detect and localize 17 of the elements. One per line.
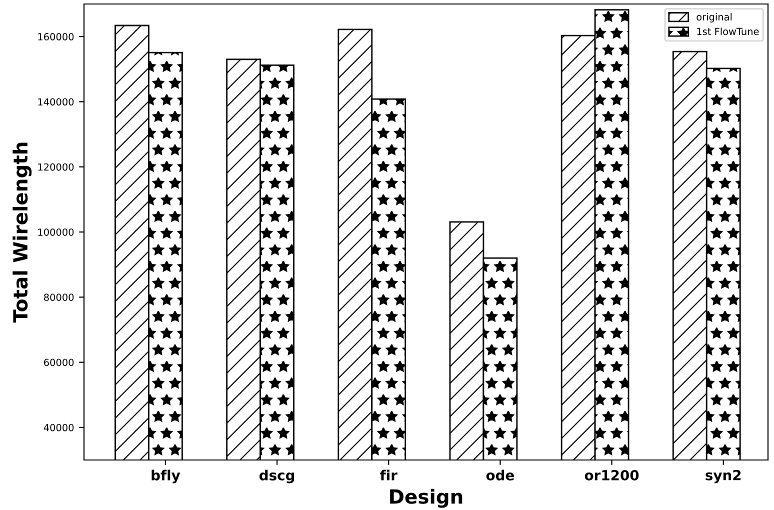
x-tick-label: ode [486,470,514,480]
legend-label: 1st FlowTune [697,28,759,36]
y-tick-label: 80000 [44,294,74,301]
legend-label: original [696,13,732,22]
x-tick-label: fir [380,470,398,480]
x-tick-label: or1200 [584,470,639,480]
x-tick-label: dscg [259,470,294,484]
y-axis-title: Total Wirelength [12,142,32,323]
y-tick-label: 100000 [38,228,74,236]
y-tick-label: 40000 [44,424,74,432]
y-tick-label: 120000 [38,163,74,171]
y-tick-label: 140000 [38,98,74,106]
x-axis-title: Design [390,488,462,508]
y-tick-label: 60000 [44,358,74,366]
x-tick-label: syn2 [706,470,741,484]
y-tick-label: 160000 [38,33,74,40]
x-tick-label: bfly [152,470,180,484]
